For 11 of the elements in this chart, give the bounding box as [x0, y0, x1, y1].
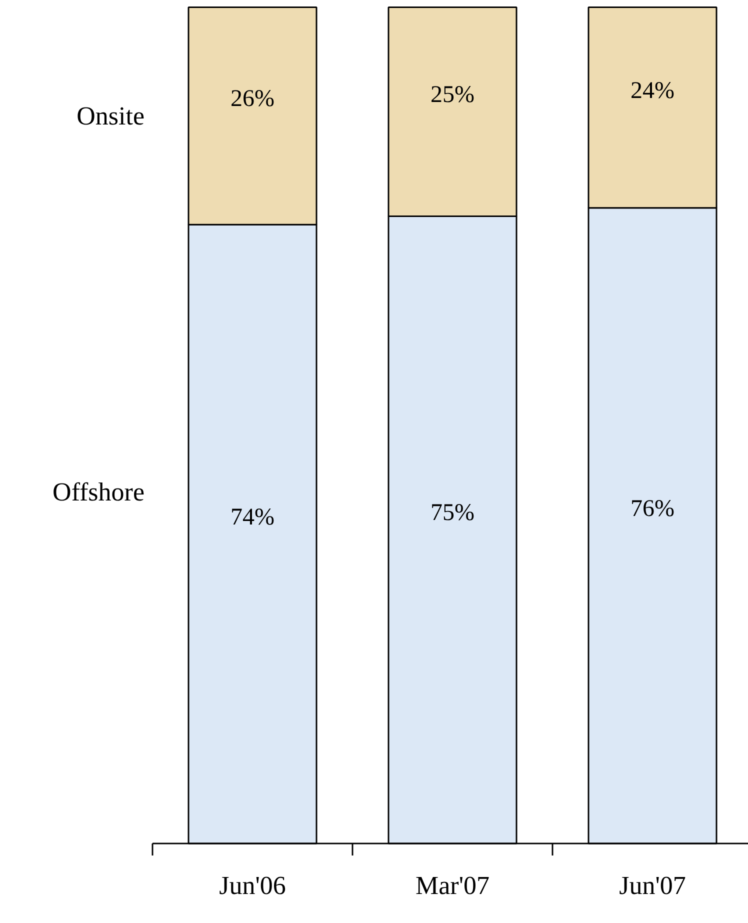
x-tick-label: Jun'07 [619, 870, 686, 900]
data-label: 74% [230, 504, 275, 530]
data-label: 76% [630, 496, 675, 522]
x-tick-label: Mar'07 [416, 870, 490, 900]
data-label: 24% [630, 78, 675, 104]
data-label: 26% [230, 86, 275, 112]
data-label: 75% [430, 500, 475, 526]
series-label: Onsite [76, 101, 145, 130]
series-label: Offshore [52, 478, 145, 507]
data-label: 25% [430, 82, 475, 108]
x-tick-label: Jun'06 [219, 870, 286, 900]
